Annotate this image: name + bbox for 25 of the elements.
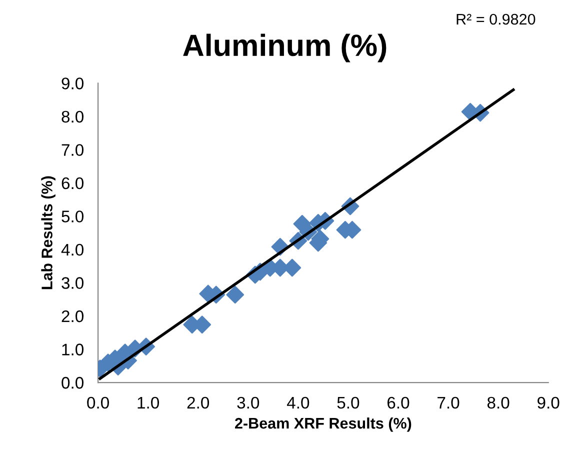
chart-title: Aluminum (%) — [183, 34, 386, 62]
x-tick-label: 1.0 — [138, 396, 160, 409]
x-tick-label: 3.0 — [237, 396, 260, 409]
y-tick-label: 1.0 — [62, 344, 84, 356]
x-tick-label: 4.0 — [286, 396, 310, 409]
y-tick-label: 7.0 — [62, 144, 84, 156]
x-tick-label: 8.0 — [487, 396, 510, 409]
y-tick-label: 6.0 — [62, 177, 84, 190]
x-tick-label: 0.0 — [87, 396, 109, 409]
y-tick-label: 2.0 — [62, 310, 84, 322]
text: R² = 0.9820 — [456, 14, 536, 25]
x-tick-label: 6.0 — [388, 396, 410, 409]
y-tick-label: 9.0 — [62, 78, 84, 90]
y-tick-label: 5.0 — [62, 210, 84, 222]
y-axis-title: Lab Results (%) — [41, 176, 56, 290]
y-tick-label: 3.0 — [62, 277, 84, 289]
x-axis-title: 2-Beam XRF Results (%) — [235, 417, 412, 432]
x-tick-label: 7.0 — [438, 396, 460, 409]
y-tick-label: 4.0 — [61, 244, 84, 256]
y-tick-label: 0.0 — [62, 376, 84, 389]
x-tick-label: 9.0 — [538, 396, 560, 409]
y-tick-label: 8.0 — [62, 110, 84, 123]
x-tick-label: 5.0 — [337, 396, 360, 409]
x-tick-label: 2.0 — [187, 396, 210, 409]
point — [226, 286, 244, 304]
